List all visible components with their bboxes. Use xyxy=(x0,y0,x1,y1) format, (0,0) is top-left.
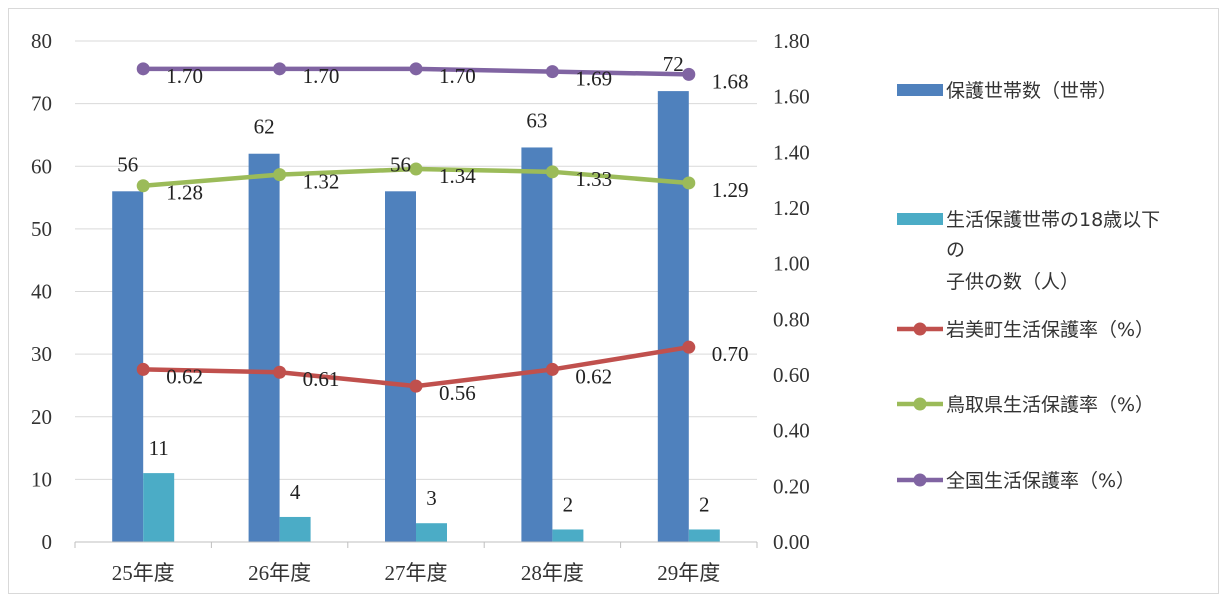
line-national-rate-marker xyxy=(409,62,423,76)
line-data-label: 1.69 xyxy=(575,67,612,91)
bar-children xyxy=(143,473,175,542)
y-right-tick-label: 0.60 xyxy=(773,363,810,387)
bar-data-label: 2 xyxy=(563,492,574,516)
y-left-tick-label: 40 xyxy=(31,280,52,304)
legend-label-households: 保護世帯数（世帯） xyxy=(946,80,1117,102)
x-category-label: 27年度 xyxy=(385,561,448,585)
y-left-tick-label: 80 xyxy=(31,29,52,53)
y-left-tick-label: 50 xyxy=(31,217,52,241)
line-data-label: 0.61 xyxy=(303,367,340,391)
line-data-label: 0.62 xyxy=(166,364,203,388)
x-category-label: 28年度 xyxy=(521,561,584,585)
line-data-label: 0.70 xyxy=(712,342,749,366)
bar-data-label: 11 xyxy=(149,436,169,460)
line-tottori-rate-marker xyxy=(273,168,287,182)
line-tottori-rate-marker xyxy=(136,179,150,193)
bar-children xyxy=(552,529,584,542)
line-tottori-rate-marker xyxy=(682,176,696,190)
line-national-rate-marker xyxy=(136,62,150,76)
legend-marker-line-iwami-rate xyxy=(913,322,927,336)
y-left-tick-label: 0 xyxy=(42,530,53,554)
line-data-label: 0.56 xyxy=(439,381,476,405)
y-right-tick-label: 1.20 xyxy=(773,196,810,220)
bar-data-label: 62 xyxy=(254,115,275,139)
bar-data-label: 3 xyxy=(426,486,437,510)
line-national-rate-marker xyxy=(273,62,287,76)
x-category-label: 29年度 xyxy=(657,561,720,585)
bar-households xyxy=(521,147,553,542)
line-data-label: 1.32 xyxy=(303,170,340,194)
axes: 0 10 20 30 40 50 60 70 80 0.00 0.20 0.40 0.60 0.80 1.0… xyxy=(31,29,810,585)
bar-data-label: 56 xyxy=(390,152,411,176)
line-data-label: 1.70 xyxy=(303,64,340,88)
line-iwami-rate-marker xyxy=(136,362,150,376)
bar-data-label: 72 xyxy=(663,52,684,76)
legend-label-line-national-rate: 全国生活保護率（%） xyxy=(946,470,1135,492)
legend-swatch-households xyxy=(897,84,943,96)
data-labels: 56 62 56 63 72 11 4 3 2 2 0.62 0.61 0.56 0.62 0.70 1.28… xyxy=(117,52,748,516)
line-data-label: 1.34 xyxy=(439,164,476,188)
legend-label-children-line: 生活保護世帯の18歳以下 xyxy=(946,209,1160,231)
legend-label-children-line: 子供の数（人） xyxy=(946,271,1079,293)
bar-data-label: 56 xyxy=(117,152,138,176)
y-left-tick-label: 20 xyxy=(31,405,52,429)
legend-label-line-tottori-rate: 鳥取県生活保護率（%） xyxy=(946,394,1154,416)
y-right-tick-label: 0.20 xyxy=(773,474,810,498)
line-data-label: 0.62 xyxy=(575,364,612,388)
line-data-label: 1.33 xyxy=(575,167,612,191)
line-data-label: 1.29 xyxy=(712,178,749,202)
bar-data-label: 4 xyxy=(290,480,301,504)
line-data-label: 1.70 xyxy=(439,64,476,88)
y-left-tick-label: 70 xyxy=(31,92,52,116)
y-right-tick-label: 0.80 xyxy=(773,307,810,331)
bar-data-label: 2 xyxy=(699,492,710,516)
bar-children xyxy=(416,523,447,542)
y-right-tick-label: 0.40 xyxy=(773,419,810,443)
legend-marker-line-national-rate xyxy=(913,473,927,487)
legend-swatch-children xyxy=(897,213,943,225)
line-iwami-rate-marker xyxy=(545,362,559,376)
line-data-label: 1.70 xyxy=(166,64,203,88)
line-data-label: 1.28 xyxy=(166,181,203,205)
line-national-rate-marker xyxy=(545,65,559,79)
line-national-rate-marker xyxy=(682,67,696,81)
lines xyxy=(136,62,696,393)
bar-households xyxy=(657,91,689,542)
line-iwami-rate-marker xyxy=(682,340,696,354)
legend-marker-line-tottori-rate xyxy=(913,397,927,411)
y-right-tick-label: 1.60 xyxy=(773,85,810,109)
y-right-tick-label: 1.40 xyxy=(773,140,810,164)
chart-frame xyxy=(8,8,1219,594)
line-data-label: 1.68 xyxy=(712,69,749,93)
legend-label-line-iwami-rate: 岩美町生活保護率（%） xyxy=(946,319,1154,341)
bar-households xyxy=(385,191,416,543)
line-iwami-rate-marker xyxy=(409,379,423,393)
y-left-tick-label: 30 xyxy=(31,342,52,366)
y-left-tick-label: 60 xyxy=(31,154,52,178)
bar-children xyxy=(688,529,720,542)
y-left-tick-label: 10 xyxy=(31,467,52,491)
bar-data-label: 63 xyxy=(526,108,547,132)
y-right-tick-label: 0.00 xyxy=(773,530,810,554)
line-tottori-rate-marker xyxy=(545,165,559,179)
legend-label-children-line: の xyxy=(946,239,965,261)
line-iwami-rate-marker xyxy=(273,365,287,379)
line-tottori-rate-marker xyxy=(409,162,423,176)
bars xyxy=(112,91,720,543)
bar-children xyxy=(279,516,311,542)
y-right-tick-label: 1.00 xyxy=(773,252,810,276)
y-right-tick-label: 1.80 xyxy=(773,29,810,53)
x-category-label: 25年度 xyxy=(112,561,175,585)
x-category-label: 26年度 xyxy=(248,561,311,585)
bar-households xyxy=(248,153,280,542)
